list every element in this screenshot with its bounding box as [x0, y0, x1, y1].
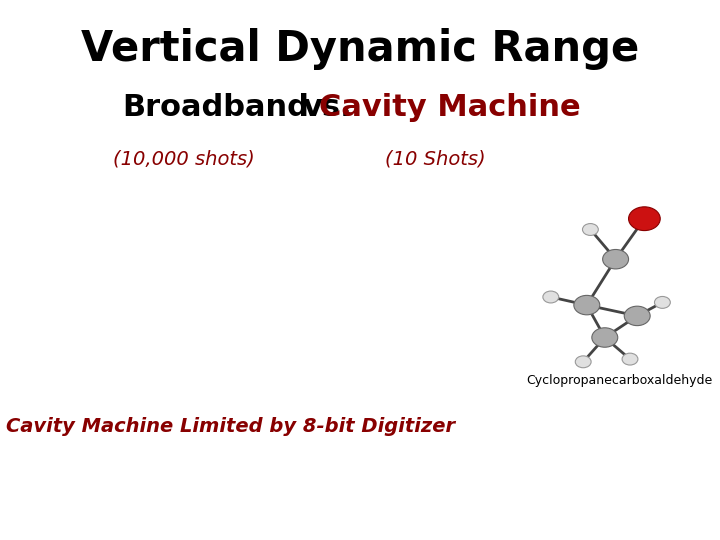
Circle shape [592, 328, 618, 347]
Circle shape [575, 356, 591, 368]
Circle shape [582, 224, 598, 235]
Text: Cavity Machine Limited by 8-bit Digitizer: Cavity Machine Limited by 8-bit Digitize… [6, 417, 455, 436]
Text: Broadband: Broadband [122, 93, 310, 123]
Text: (10 Shots): (10 Shots) [385, 150, 486, 169]
Text: vs.: vs. [302, 93, 353, 123]
Text: Cavity Machine: Cavity Machine [319, 93, 581, 123]
Text: (10,000 shots): (10,000 shots) [113, 150, 254, 169]
Circle shape [624, 306, 650, 326]
Circle shape [543, 291, 559, 303]
Circle shape [654, 296, 670, 308]
Circle shape [574, 295, 600, 315]
Circle shape [629, 207, 660, 231]
Circle shape [622, 353, 638, 365]
Circle shape [603, 249, 629, 269]
Text: Vertical Dynamic Range: Vertical Dynamic Range [81, 28, 639, 70]
Text: Cyclopropanecarboxaldehyde: Cyclopropanecarboxaldehyde [526, 374, 712, 387]
